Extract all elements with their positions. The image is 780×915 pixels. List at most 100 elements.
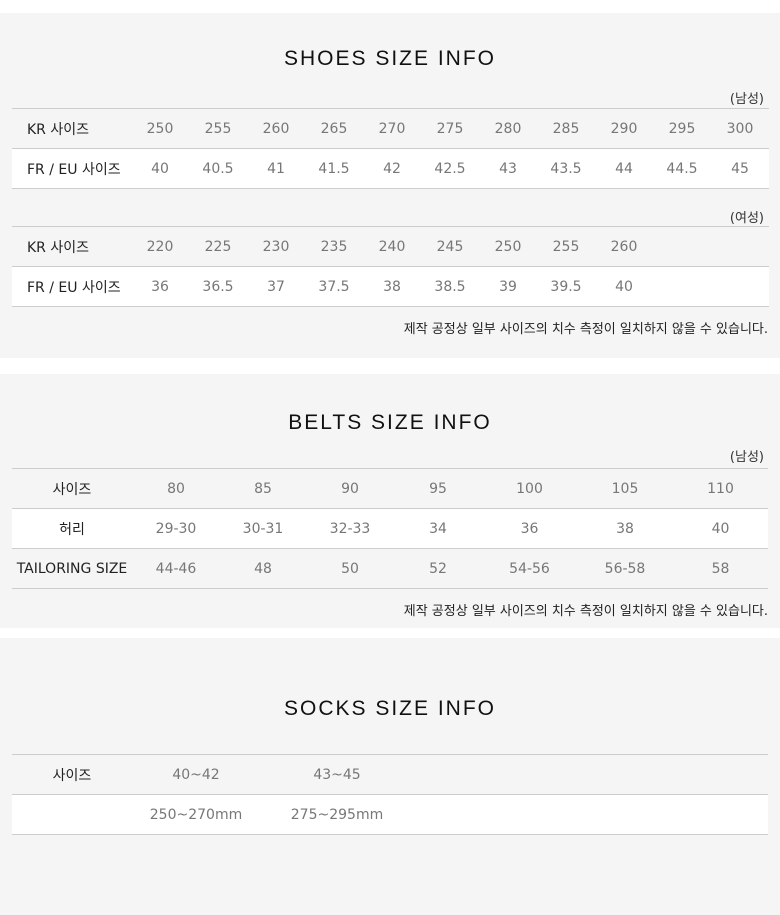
size-cell: 41.5 — [305, 148, 363, 189]
shoes-men-table: KR 사이즈 250 255 260 265 270 275 280 285 290 295 300 F… — [12, 108, 769, 189]
size-cell: 36 — [482, 508, 577, 549]
size-cell: 250~270mm — [132, 794, 260, 835]
row-label: 허리 — [12, 508, 132, 549]
row-label: 사이즈 — [12, 754, 132, 795]
size-cell: 90 — [306, 468, 394, 509]
table-row: 250~270mm 275~295mm — [12, 794, 768, 835]
women-label: (여성) — [729, 211, 764, 226]
size-cell — [653, 266, 711, 307]
table-row: KR 사이즈 250 255 260 265 270 275 280 285 290 295 300 — [12, 108, 769, 149]
size-cell: 250 — [479, 226, 537, 267]
size-cell: 32-33 — [306, 508, 394, 549]
belts-note: 제작 공정상 일부 사이즈의 치수 측정이 일치하지 않을 수 있습니다. — [403, 604, 768, 619]
size-cell — [414, 754, 768, 795]
row-label: KR 사이즈 — [12, 108, 131, 149]
size-cell: 95 — [394, 468, 482, 509]
size-cell: 38.5 — [421, 266, 479, 307]
size-cell: 39.5 — [537, 266, 595, 307]
size-cell: 34 — [394, 508, 482, 549]
size-cell: 40 — [131, 148, 189, 189]
size-cell: 250 — [131, 108, 189, 149]
size-cell: 230 — [247, 226, 305, 267]
men-label: (남성) — [729, 92, 764, 107]
table-row: 사이즈 80 85 90 95 100 105 110 — [12, 468, 768, 509]
size-cell: 300 — [711, 108, 769, 149]
size-cell: 260 — [247, 108, 305, 149]
table-row: 허리 29-30 30-31 32-33 34 36 38 40 — [12, 508, 768, 549]
size-cell: 265 — [305, 108, 363, 149]
size-cell: 240 — [363, 226, 421, 267]
size-cell: 220 — [131, 226, 189, 267]
size-cell: 275~295mm — [260, 794, 414, 835]
size-cell: 40 — [595, 266, 653, 307]
size-cell: 225 — [189, 226, 247, 267]
shoes-note: 제작 공정상 일부 사이즈의 치수 측정이 일치하지 않을 수 있습니다. — [403, 322, 768, 337]
size-cell: 105 — [577, 468, 673, 509]
size-cell: 54-56 — [482, 548, 577, 589]
row-label — [12, 794, 132, 835]
socks-section: SOCKS SIZE INFO 사이즈 40~42 43~45 250~270mm 27… — [0, 638, 780, 915]
shoes-title: SHOES SIZE INFO — [283, 47, 497, 70]
size-cell: 43~45 — [260, 754, 414, 795]
size-cell: 43.5 — [537, 148, 595, 189]
size-cell: 43 — [479, 148, 537, 189]
size-cell: 38 — [363, 266, 421, 307]
size-cell — [711, 266, 769, 307]
size-cell: 39 — [479, 266, 537, 307]
size-cell: 245 — [421, 226, 479, 267]
size-cell: 40~42 — [132, 754, 260, 795]
size-cell: 100 — [482, 468, 577, 509]
size-cell: 41 — [247, 148, 305, 189]
size-cell: 44 — [595, 148, 653, 189]
row-label: TAILORING SIZE — [12, 548, 132, 589]
size-cell: 44.5 — [653, 148, 711, 189]
size-cell: 36.5 — [189, 266, 247, 307]
table-row: FR / EU 사이즈 36 36.5 37 37.5 38 38.5 39 39.5 40 — [12, 266, 769, 307]
size-cell: 56-58 — [577, 548, 673, 589]
belts-table: 사이즈 80 85 90 95 100 105 110 허리 29-30 30-31 32-33 34 3… — [12, 468, 768, 589]
size-cell: 255 — [189, 108, 247, 149]
size-cell: 58 — [673, 548, 768, 589]
belts-section: BELTS SIZE INFO (남성) 사이즈 80 85 90 95 100 105 11… — [0, 374, 780, 628]
size-cell: 29-30 — [132, 508, 220, 549]
size-cell — [653, 226, 711, 267]
size-cell: 85 — [220, 468, 306, 509]
size-cell: 280 — [479, 108, 537, 149]
size-cell: 290 — [595, 108, 653, 149]
table-row: 사이즈 40~42 43~45 — [12, 754, 768, 795]
socks-title: SOCKS SIZE INFO — [283, 697, 497, 720]
row-label: KR 사이즈 — [12, 226, 131, 267]
size-cell: 52 — [394, 548, 482, 589]
row-label: FR / EU 사이즈 — [12, 266, 131, 307]
row-label: FR / EU 사이즈 — [12, 148, 131, 189]
belts-title: BELTS SIZE INFO — [288, 411, 492, 434]
table-row: TAILORING SIZE 44-46 48 50 52 54-56 56-58 58 — [12, 548, 768, 589]
size-cell: 42 — [363, 148, 421, 189]
row-label: 사이즈 — [12, 468, 132, 509]
socks-table: 사이즈 40~42 43~45 250~270mm 275~295mm — [12, 754, 768, 835]
size-cell: 270 — [363, 108, 421, 149]
size-cell: 37.5 — [305, 266, 363, 307]
size-cell: 40.5 — [189, 148, 247, 189]
size-cell: 260 — [595, 226, 653, 267]
belts-gender-label: (남성) — [729, 450, 764, 465]
size-cell: 42.5 — [421, 148, 479, 189]
size-cell: 37 — [247, 266, 305, 307]
size-cell: 40 — [673, 508, 768, 549]
size-cell: 30-31 — [220, 508, 306, 549]
size-cell — [414, 794, 768, 835]
size-cell: 48 — [220, 548, 306, 589]
size-cell — [711, 226, 769, 267]
size-cell: 295 — [653, 108, 711, 149]
size-cell: 44-46 — [132, 548, 220, 589]
size-cell: 110 — [673, 468, 768, 509]
size-cell: 38 — [577, 508, 673, 549]
shoes-section: SHOES SIZE INFO (남성) KR 사이즈 250 255 260 265 2… — [0, 13, 780, 358]
size-cell: 235 — [305, 226, 363, 267]
table-row: FR / EU 사이즈 40 40.5 41 41.5 42 42.5 43 43.5 44 44.… — [12, 148, 769, 189]
size-cell: 285 — [537, 108, 595, 149]
size-cell: 36 — [131, 266, 189, 307]
size-cell: 45 — [711, 148, 769, 189]
size-cell: 255 — [537, 226, 595, 267]
table-row: KR 사이즈 220 225 230 235 240 245 250 255 260 — [12, 226, 769, 267]
